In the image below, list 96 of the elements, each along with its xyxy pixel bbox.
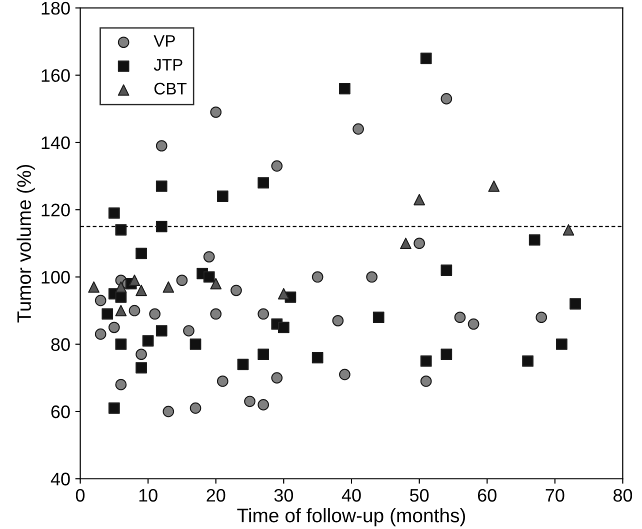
point — [258, 308, 270, 320]
point — [258, 399, 270, 410]
point — [162, 281, 174, 293]
point — [339, 82, 350, 94]
point — [142, 335, 154, 347]
point — [468, 318, 480, 330]
point — [352, 123, 364, 135]
point — [230, 284, 242, 296]
point — [88, 281, 100, 293]
point — [278, 288, 290, 300]
point — [562, 224, 574, 236]
point — [440, 93, 452, 104]
x-tick-label: 10 — [139, 488, 158, 502]
point — [108, 207, 120, 219]
point — [203, 251, 215, 262]
point — [136, 362, 147, 374]
point — [237, 358, 249, 370]
point — [278, 322, 290, 334]
point — [440, 348, 452, 360]
point — [115, 338, 127, 350]
point — [149, 308, 161, 320]
legend-label: JTP — [154, 59, 182, 71]
point — [156, 325, 168, 336]
point — [536, 312, 548, 324]
y-tick-label: 100 — [42, 270, 70, 284]
point — [108, 402, 120, 414]
point — [366, 271, 378, 283]
point — [210, 106, 222, 118]
point — [420, 355, 432, 367]
y-tick-label: 60 — [51, 405, 70, 418]
point — [216, 190, 228, 202]
y-tick-label: 40 — [50, 472, 70, 486]
point — [372, 312, 384, 324]
x-tick-label: 0 — [76, 488, 85, 502]
point — [128, 274, 140, 286]
point — [454, 312, 466, 324]
legend-label: VP — [154, 35, 175, 47]
x-tick-label: 30 — [274, 488, 294, 502]
point — [244, 396, 256, 408]
x-tick-label: 50 — [410, 488, 429, 502]
x-tick-label: 80 — [613, 488, 632, 502]
point — [258, 177, 270, 189]
point — [339, 368, 350, 380]
point — [190, 402, 202, 414]
point — [420, 376, 432, 387]
point — [528, 234, 540, 246]
point — [115, 281, 127, 293]
point — [400, 238, 412, 250]
point — [156, 140, 168, 152]
point — [216, 376, 228, 387]
x-tick-label: 40 — [342, 488, 361, 502]
point — [115, 304, 127, 316]
point — [128, 304, 140, 316]
y-tick-label: 80 — [51, 338, 70, 351]
x-tick-label: 20 — [206, 488, 226, 502]
point — [522, 355, 534, 367]
point — [94, 294, 106, 306]
point — [332, 314, 344, 326]
point — [570, 298, 581, 310]
point — [94, 328, 106, 340]
point — [420, 52, 432, 64]
legend-label: CBT — [154, 82, 187, 95]
point — [556, 338, 568, 350]
point — [312, 271, 324, 283]
point — [258, 348, 270, 360]
point — [108, 322, 120, 334]
point — [156, 180, 168, 192]
y-axis-title: Tumor volume (%) — [16, 164, 35, 322]
point — [210, 278, 222, 290]
point — [115, 378, 127, 390]
y-tick-label: 140 — [42, 136, 70, 150]
y-tick-label: 160 — [42, 69, 70, 82]
point — [271, 372, 283, 384]
point — [176, 274, 188, 286]
point — [488, 180, 500, 192]
x-axis-title: Time of follow-up (months) — [237, 508, 466, 526]
point — [440, 264, 452, 276]
point — [136, 284, 147, 296]
point — [136, 248, 147, 260]
y-tick-label: 180 — [42, 2, 70, 15]
point — [136, 348, 147, 360]
point — [190, 338, 202, 350]
point — [414, 194, 426, 206]
point — [156, 220, 168, 232]
y-tick-label: 120 — [42, 204, 70, 216]
point — [203, 271, 215, 283]
point — [210, 308, 222, 320]
point — [162, 406, 174, 418]
point — [312, 352, 324, 364]
point — [271, 160, 283, 172]
point — [414, 238, 426, 250]
x-tick-label: 60 — [478, 488, 496, 502]
point — [115, 224, 127, 236]
x-tick-label: 70 — [546, 488, 564, 502]
point — [102, 308, 114, 320]
point — [183, 325, 194, 336]
